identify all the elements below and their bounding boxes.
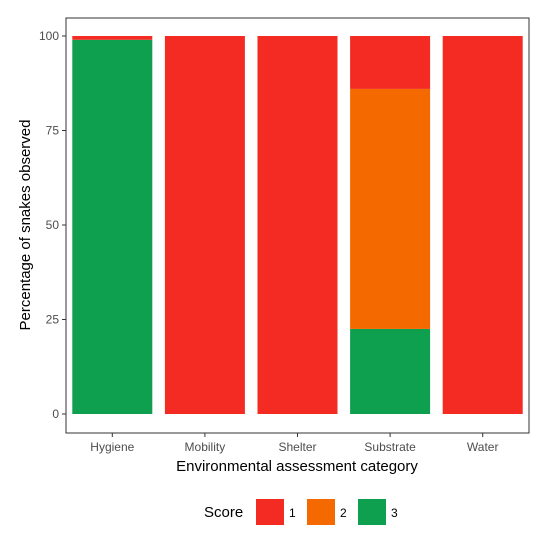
bar-segment — [72, 39, 153, 414]
bars-layer — [72, 36, 523, 414]
x-tick-label: Substrate — [364, 440, 416, 454]
legend-label: 1 — [289, 506, 296, 520]
bar-segment — [257, 36, 338, 414]
legend-key — [256, 499, 284, 525]
bar-segment — [442, 36, 523, 414]
bar-segment — [72, 36, 153, 40]
x-tick-label: Mobility — [185, 440, 226, 454]
x-axis-title: Environmental assessment category — [176, 458, 418, 475]
y-tick-label: 75 — [46, 124, 60, 138]
bar-segment — [164, 36, 245, 414]
bar-segment — [350, 36, 431, 89]
legend-key — [307, 499, 335, 525]
legend-label: 2 — [340, 506, 347, 520]
y-tick-label: 25 — [46, 313, 60, 327]
bar-segment — [350, 88, 431, 329]
y-tick-label: 50 — [46, 218, 60, 232]
x-tick-label: Hygiene — [90, 440, 134, 454]
y-axis-title: Percentage of snakes observed — [17, 120, 34, 331]
legend-label: 3 — [391, 506, 398, 520]
y-axis: 0 25 50 75 100 — [39, 29, 66, 421]
y-tick-label: 100 — [39, 29, 59, 43]
legend: Score 1 2 3 — [204, 499, 398, 525]
legend-title: Score — [204, 504, 243, 521]
x-tick-label: Shelter — [278, 440, 316, 454]
legend-key — [358, 499, 386, 525]
x-axis: Hygiene Mobility Shelter Substrate Water — [90, 433, 498, 454]
x-tick-label: Water — [467, 440, 499, 454]
bar-segment — [350, 328, 431, 414]
y-tick-label: 0 — [52, 407, 59, 421]
